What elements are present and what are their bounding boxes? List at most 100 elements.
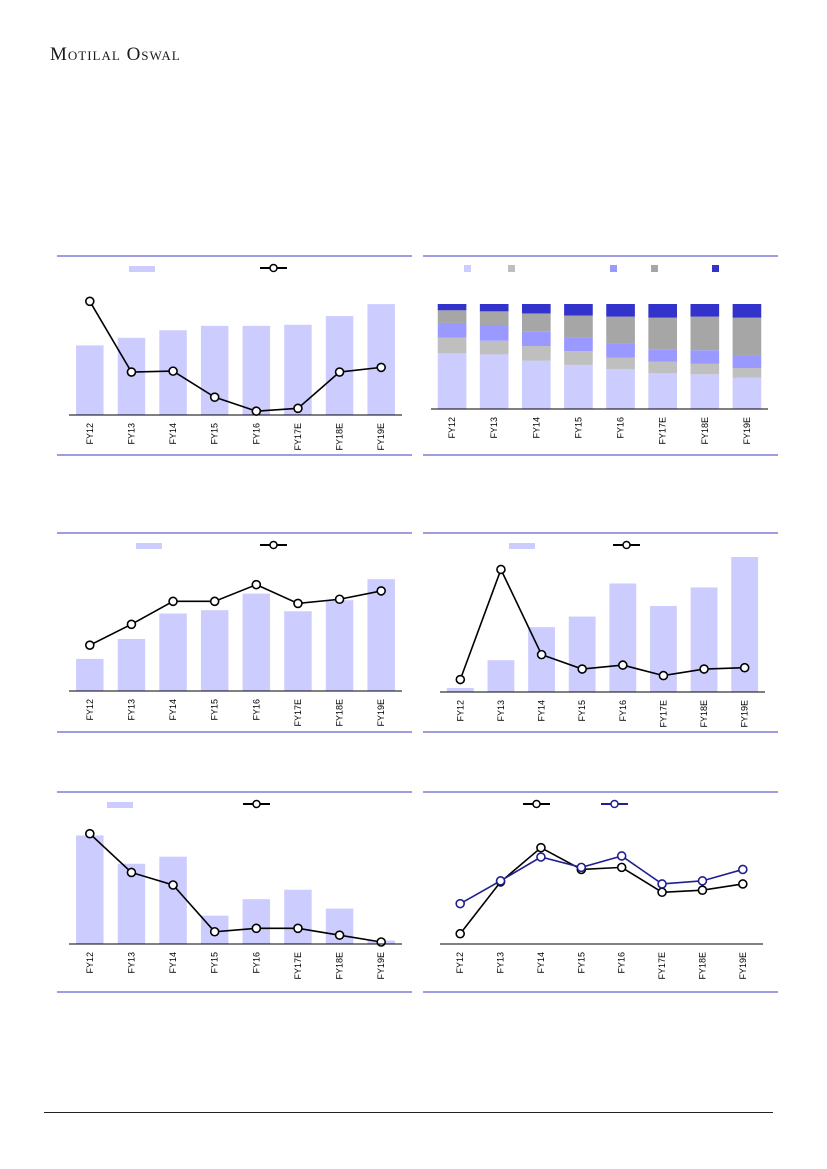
x-tick-label: FY15 — [576, 952, 586, 974]
data-point — [657, 879, 667, 889]
x-tick-label: FY15 — [210, 423, 220, 445]
bar-seg-3 — [479, 325, 509, 341]
data-point — [576, 862, 587, 873]
data-point — [699, 664, 709, 674]
bar — [200, 610, 229, 691]
chart-3: FY12 FY13 FY14 FY15 FY16 FY17E FY18E FY19E — [57, 532, 412, 733]
x-tick-label: FY13 — [126, 423, 136, 445]
legend-bar-swatch — [509, 543, 535, 549]
x-tick-label: FY19E — [742, 417, 752, 445]
bar-seg-4 — [479, 311, 509, 325]
data-point — [209, 596, 220, 607]
bar-seg-3 — [521, 331, 551, 346]
data-point — [293, 598, 303, 609]
chart-5: FY12 FY13 FY14 FY15 FY16 FY17E FY18E FY19E — [57, 791, 412, 993]
chart-panel-5: FY12 FY13 FY14 FY15 FY16 FY17E FY18E FY19E — [57, 786, 412, 996]
bar — [284, 889, 312, 944]
x-tick-label: FY16 — [618, 700, 628, 722]
x-tick-label: FY12 — [85, 699, 95, 721]
data-point — [376, 362, 386, 373]
data-point — [455, 898, 465, 909]
data-point — [209, 926, 220, 937]
bar — [325, 316, 354, 415]
x-tick-label: FY14 — [536, 952, 546, 974]
bar-seg-5 — [606, 304, 635, 317]
series-line-1 — [89, 300, 382, 412]
x-tick-label: FY19E — [376, 423, 386, 451]
bar — [367, 579, 395, 691]
bar-seg-5 — [479, 304, 509, 312]
bar-seg-3 — [732, 355, 762, 369]
chart-6: FY12 FY13 FY14 FY15 FY16 FY17E FY18E FY19E — [423, 791, 778, 993]
data-point — [739, 662, 750, 673]
data-point — [616, 862, 627, 873]
x-tick-label: FY17E — [293, 423, 303, 451]
x-tick-label: FY19E — [740, 700, 750, 728]
bar-seg-1 — [521, 360, 551, 409]
bar-seg-1 — [606, 369, 635, 409]
bar-seg-1 — [437, 353, 467, 409]
data-point — [495, 876, 506, 886]
x-tick-label: FY17E — [293, 699, 303, 727]
data-point — [536, 842, 546, 853]
data-point — [85, 828, 95, 839]
data-point — [168, 880, 178, 890]
x-tick-label: FY16 — [251, 423, 261, 445]
bar-seg-5 — [732, 304, 762, 318]
data-point — [126, 367, 137, 377]
x-tick-label: FY13 — [496, 700, 506, 722]
bar-seg-3 — [648, 349, 678, 362]
x-tick-label: FY19E — [376, 952, 386, 980]
bar — [284, 611, 312, 691]
chart-panel-2: FY12 FY13 FY14 FY15 FY16 FY17E FY18E FY19E — [423, 250, 778, 460]
bar-seg-3 — [606, 343, 635, 358]
x-tick-label: FY18E — [335, 423, 345, 451]
legend-swatch-1 — [464, 265, 471, 272]
bar-seg-2 — [648, 361, 678, 374]
bar — [159, 856, 187, 944]
bar-seg-1 — [648, 373, 678, 409]
bar — [568, 616, 596, 692]
chart-panel-4: FY12 FY13 FY14 FY15 FY16 FY17E FY18E FY19E — [423, 527, 778, 737]
bar-seg-2 — [690, 363, 720, 375]
data-point — [658, 670, 669, 681]
bar-seg-2 — [606, 357, 635, 370]
data-point — [738, 864, 748, 875]
legend-swatch-3 — [610, 265, 617, 272]
chart-4: FY12 FY13 FY14 FY15 FY16 FY17E FY18E FY19E — [423, 532, 778, 733]
legend-bar-swatch — [136, 543, 162, 549]
x-tick-label: FY17E — [293, 952, 303, 980]
data-point — [455, 928, 465, 939]
legend-marker — [532, 799, 541, 809]
bar-seg-4 — [437, 310, 467, 323]
data-point — [168, 596, 178, 607]
data-point — [168, 366, 178, 376]
x-tick-label: FY16 — [617, 952, 627, 974]
x-tick-label: FY17E — [658, 700, 668, 728]
bar-seg-4 — [690, 316, 720, 351]
data-point — [738, 879, 748, 889]
data-point — [293, 403, 303, 414]
bar — [690, 587, 718, 692]
bar — [284, 324, 312, 415]
x-tick-label: FY19E — [738, 952, 748, 980]
bar-seg-5 — [521, 304, 551, 314]
bar-seg-1 — [690, 374, 720, 409]
x-tick-label: FY14 — [531, 417, 541, 439]
x-tick-label: FY16 — [616, 417, 626, 439]
legend-swatch-2 — [508, 265, 515, 272]
bar-seg-2 — [564, 351, 593, 365]
data-point — [455, 674, 466, 685]
bar — [117, 638, 146, 691]
legend-swatch-4 — [651, 265, 658, 272]
data-point — [251, 406, 262, 416]
x-tick-label: FY14 — [168, 423, 178, 445]
x-tick-label: FY17E — [658, 417, 668, 445]
legend-bar-swatch — [129, 266, 155, 272]
data-point — [697, 885, 708, 895]
data-point — [657, 887, 667, 898]
x-tick-label: FY12 — [447, 417, 457, 439]
x-tick-label: FY14 — [168, 952, 178, 974]
x-tick-label: FY15 — [210, 699, 220, 721]
data-point — [536, 852, 546, 862]
